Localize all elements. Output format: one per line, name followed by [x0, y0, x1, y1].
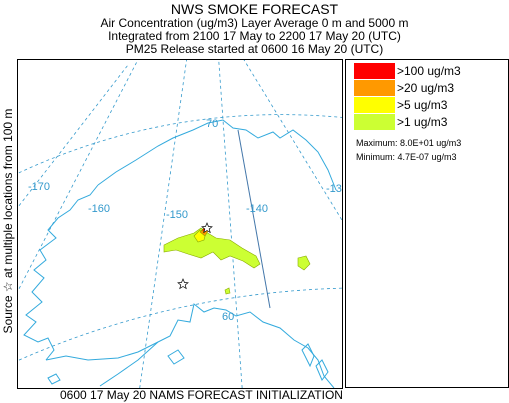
- nunivak-island: [47, 373, 61, 385]
- longitude-line-150: [139, 60, 187, 388]
- west-coast: [23, 184, 99, 361]
- coastline: [23, 119, 337, 388]
- panhandle-islands: [301, 343, 329, 381]
- legend-swatch-5: [354, 97, 395, 113]
- lon-label-170: -170: [28, 181, 50, 193]
- lon-label-150: -150: [166, 209, 188, 221]
- legend-swatch-20: [354, 80, 395, 96]
- source-markers: [177, 222, 213, 290]
- map-panel: -170 -160 -150 -140 -130 70 60: [17, 59, 343, 389]
- legend-swatch-1: [354, 114, 395, 130]
- legend-label-5: >5 ug/m3: [397, 98, 448, 112]
- lat-label-60: 60: [222, 311, 234, 323]
- south-coast: [45, 303, 335, 388]
- latitude-line-60: [18, 287, 342, 362]
- maximum-value: Maximum: 8.0E+01 ug/m3: [356, 138, 462, 148]
- legend-label-1: >1 ug/m3: [397, 115, 448, 129]
- source-side-label: Source ☆ at multiple locations from 100 …: [1, 108, 15, 334]
- longitude-line-160: [18, 60, 139, 292]
- legend-label-20: >20 ug/m3: [397, 81, 455, 95]
- chart-title: NWS SMOKE FORECAST: [170, 1, 339, 17]
- longitude-line-170: [18, 64, 129, 208]
- latitude-line-70: [18, 114, 342, 174]
- lon-label-130: -130: [326, 183, 342, 195]
- map-canvas: -170 -160 -150 -140 -130 70 60: [18, 60, 342, 388]
- graticule: [18, 60, 342, 388]
- kodiak-island: [167, 349, 185, 365]
- lon-label-160: -160: [88, 203, 110, 215]
- star-icon: [177, 278, 189, 290]
- star-icon: [201, 222, 213, 234]
- release-subtitle: PM25 Release started at 0600 16 May 20 (…: [125, 42, 384, 56]
- legend-panel: >100 ug/m3 >20 ug/m3 >5 ug/m3 >1 ug/m3 M…: [345, 59, 509, 388]
- plume-1ug-region: [163, 227, 261, 269]
- lat-label-70: 70: [206, 118, 218, 130]
- canada-border: [237, 129, 271, 309]
- legend-label-100: >100 ug/m3: [397, 64, 461, 78]
- legend-swatch-100: [354, 63, 395, 79]
- longitude-line-140: [218, 60, 243, 388]
- arctic-coast: [97, 119, 337, 191]
- concentration-subtitle: Air Concentration (ug/m3) Layer Average …: [100, 16, 409, 30]
- forecast-initialization-footer: 0600 17 May 20 NAMS FORECAST INITIALIZAT…: [60, 388, 343, 402]
- plume-small-patch: [224, 287, 231, 295]
- coordinate-labels: -170 -160 -150 -140 -130 70 60: [28, 118, 342, 323]
- longitude-line-130: [243, 60, 342, 221]
- lon-label-140: -140: [246, 203, 268, 215]
- alaska-peninsula: [99, 341, 159, 387]
- plume-secondary: [297, 255, 311, 271]
- integration-subtitle: Integrated from 2100 17 May to 2200 17 M…: [108, 29, 401, 43]
- minimum-value: Minimum: 4.7E-07 ug/m3: [356, 152, 457, 162]
